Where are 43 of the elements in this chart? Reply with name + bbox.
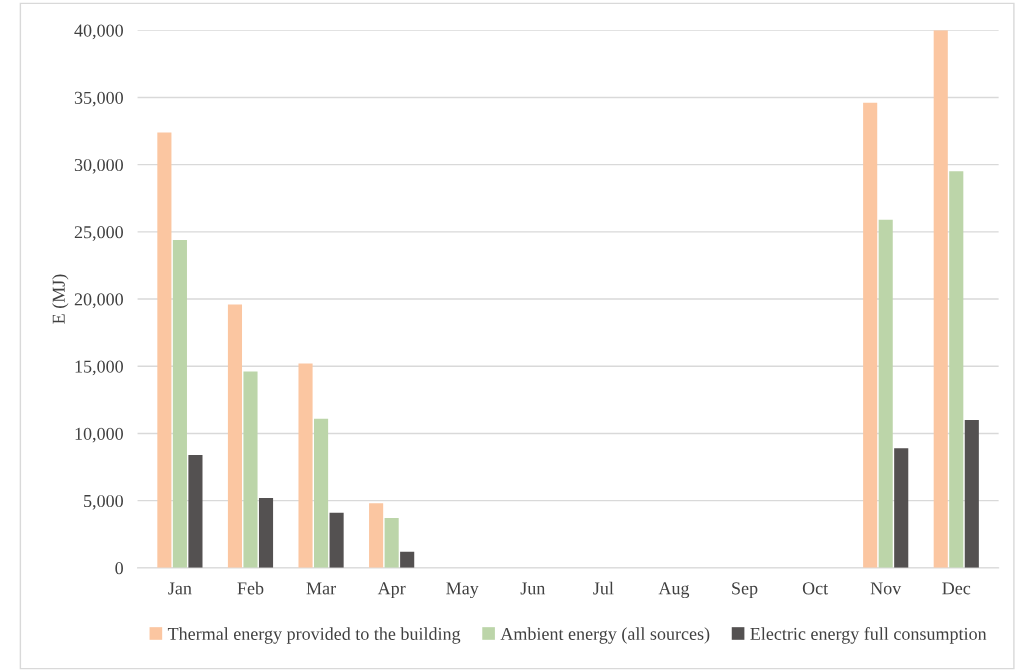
y-tick-label: 25,000 — [74, 226, 123, 241]
x-tick-label: Mar — [306, 582, 336, 595]
legend-label: Electric energy full consumption — [750, 627, 987, 644]
bar — [933, 30, 948, 568]
bar — [384, 518, 399, 568]
bar — [329, 512, 344, 568]
bar — [172, 239, 187, 568]
x-tick-label: Jul — [593, 581, 614, 595]
x-tick-label: Nov — [870, 582, 902, 595]
bar — [369, 503, 384, 568]
x-tick-label: Dec — [942, 582, 971, 595]
y-tick-label: 15,000 — [75, 360, 123, 376]
y-tick-label: 30,000 — [74, 158, 123, 174]
x-tick-label: Feb — [237, 581, 264, 595]
bar — [964, 420, 979, 568]
y-axis-title: E (MJ) — [52, 274, 69, 324]
bar — [314, 418, 329, 568]
y-tick-label: 0 — [115, 562, 123, 575]
x-tick-label: Jun — [520, 582, 546, 595]
x-tick-label: Apr — [377, 582, 406, 599]
bar — [258, 497, 274, 568]
legend-label: Ambient energy (all sources) — [500, 627, 710, 644]
bar — [188, 454, 203, 568]
bar — [157, 132, 172, 568]
bar — [298, 363, 313, 568]
bar — [400, 551, 415, 568]
x-tick-label: Aug — [658, 582, 690, 599]
bar — [878, 219, 893, 568]
y-tick-label: 10,000 — [75, 427, 123, 443]
y-tick-label: 20,000 — [74, 293, 123, 309]
x-tick-label: Oct — [802, 582, 829, 595]
bar — [894, 448, 909, 568]
bar — [243, 371, 258, 568]
bar — [949, 171, 964, 568]
bar — [227, 304, 243, 568]
x-tick-label: May — [446, 582, 479, 599]
legend-label: Thermal energy provided to the building — [167, 627, 461, 644]
y-tick-label: 40,000 — [74, 24, 123, 40]
x-tick-label: Sep — [732, 582, 758, 599]
x-tick-label: Jan — [168, 582, 192, 595]
bar — [863, 102, 878, 568]
y-tick-label: 5,000 — [84, 494, 123, 510]
y-tick-label: 35,000 — [74, 91, 123, 107]
